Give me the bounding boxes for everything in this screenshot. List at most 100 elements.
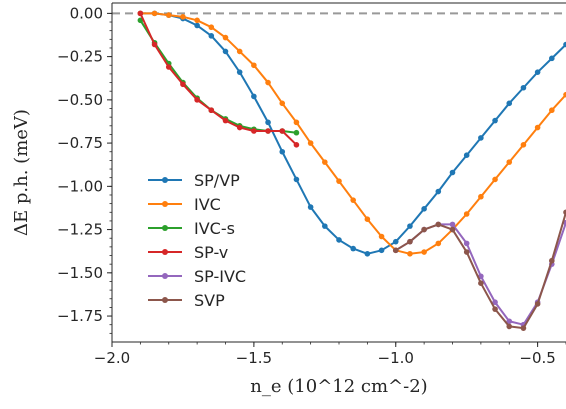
data-point-ivc	[378, 233, 385, 240]
data-point-svp	[435, 221, 442, 228]
data-point-sp-ivc	[506, 318, 513, 325]
data-point-sp-v	[265, 128, 271, 134]
data-point-ivc	[350, 197, 356, 203]
data-point-ivc	[208, 24, 215, 31]
legend-marker-ivc-s	[162, 225, 168, 231]
data-point-ivc	[520, 142, 527, 148]
data-point-sp-vp	[407, 223, 413, 229]
data-point-svp	[549, 257, 555, 264]
x-tick-label: −0.5	[519, 349, 555, 367]
data-point-ivc	[236, 48, 243, 55]
data-point-sp-vp	[421, 206, 427, 212]
y-tick-label: −1.25	[57, 221, 103, 239]
series-line-ivc	[140, 12, 566, 255]
data-point-ivc	[435, 240, 442, 247]
data-point-svp	[506, 323, 513, 330]
data-point-ivc	[293, 119, 300, 126]
data-point-svp	[520, 325, 527, 331]
data-point-sp-vp	[534, 69, 541, 75]
y-tick-label: 0.00	[70, 4, 103, 22]
data-point-sp-vp	[336, 237, 342, 243]
data-point-sp-vp	[364, 250, 371, 257]
legend-label-ivc: IVC	[194, 195, 221, 214]
legend-marker-sp-v	[162, 249, 168, 255]
series-line-svp	[395, 211, 566, 330]
y-axis-label: ΔE p.h. (meV)	[11, 109, 32, 236]
legend-marker-ivc	[162, 201, 168, 207]
tick-layer: 0.00 −0.25 −0.50 −0.75 −1.00 −1.25 −1.50 −1.75 −…	[57, 4, 566, 367]
data-point-sp-ivc	[478, 273, 484, 280]
x-tick-label: −2.0	[94, 349, 130, 367]
data-point-sp-vp	[392, 238, 399, 245]
y-tick-label: −0.50	[57, 91, 103, 109]
data-point-sp-v	[165, 64, 172, 70]
data-point-sp-vp	[350, 245, 356, 252]
data-point-ivc	[407, 250, 413, 257]
x-tick-label: −1.0	[378, 349, 414, 367]
data-point-svp	[563, 209, 566, 216]
data-point-sp-vp	[520, 84, 527, 91]
data-point-sp-vp	[492, 117, 498, 124]
data-point-sp-v	[279, 128, 286, 134]
legend-marker-sp-vp	[162, 177, 168, 183]
data-point-sp-vp	[506, 100, 513, 107]
data-point-ivc	[180, 14, 186, 20]
data-point-sp-v	[222, 117, 229, 124]
data-point-sp-vp	[194, 22, 200, 29]
data-point-sp-vp	[563, 41, 566, 48]
y-tick-label: −1.50	[57, 264, 103, 282]
data-point-sp-ivc	[449, 221, 456, 228]
data-point-sp-vp	[279, 148, 286, 155]
series-line-sp-vp	[140, 12, 566, 255]
data-point-sp-vp	[293, 176, 300, 183]
data-point-ivc	[506, 159, 513, 165]
data-point-ivc	[549, 107, 555, 114]
data-point-sp-vp	[322, 223, 328, 229]
data-point-ivc	[222, 34, 229, 41]
series-layer	[137, 10, 566, 331]
data-point-ivc-s	[137, 17, 144, 24]
data-point-sp-v	[208, 107, 215, 114]
data-point-svp	[478, 280, 484, 286]
data-point-ivc	[364, 216, 371, 222]
data-point-svp	[407, 238, 413, 245]
data-point-svp	[492, 306, 498, 312]
data-point-svp	[463, 249, 470, 255]
data-point-sp-vp	[222, 48, 229, 55]
data-point-svp	[392, 247, 399, 254]
data-point-sp-v	[151, 41, 158, 48]
data-point-ivc	[322, 159, 328, 165]
legend-label-ivc-s: IVC-s	[194, 219, 235, 238]
data-point-sp-vp	[307, 204, 314, 210]
data-point-svp	[421, 226, 427, 233]
data-point-sp-vp	[236, 69, 243, 75]
axis-label-layer: n_e (10^12 cm^-2) ΔE p.h. (meV)	[11, 109, 428, 397]
legend-marker-sp-ivc	[162, 273, 168, 279]
data-point-ivc	[534, 124, 541, 131]
data-point-ivc	[463, 211, 470, 217]
data-point-ivc	[251, 62, 257, 69]
x-axis-label: n_e (10^12 cm^-2)	[250, 376, 427, 397]
data-point-sp-vp	[549, 55, 555, 62]
data-point-ivc-s	[293, 129, 300, 136]
data-point-ivc	[165, 12, 172, 18]
data-point-sp-v	[236, 124, 243, 131]
data-point-sp-vp	[251, 93, 257, 100]
y-tick-label: −0.25	[57, 48, 103, 66]
legend-label-sp-v: SP-v	[194, 243, 228, 262]
data-point-sp-v	[180, 81, 186, 88]
data-point-ivc	[421, 249, 427, 255]
data-point-ivc	[151, 10, 158, 17]
data-point-sp-vp	[265, 119, 271, 126]
legend-label-svp: SVP	[194, 291, 225, 310]
data-point-sp-vp	[478, 135, 484, 141]
data-point-ivc	[336, 178, 342, 184]
legend: SP/VP IVC IVC-s SP-v SP-IVC SVP	[148, 171, 246, 310]
legend-label-sp-ivc: SP-IVC	[194, 267, 246, 286]
data-point-sp-vp	[449, 169, 456, 176]
data-point-svp	[449, 226, 456, 233]
data-point-sp-ivc	[463, 240, 470, 247]
data-point-ivc	[492, 176, 498, 183]
data-point-ivc	[563, 91, 566, 98]
